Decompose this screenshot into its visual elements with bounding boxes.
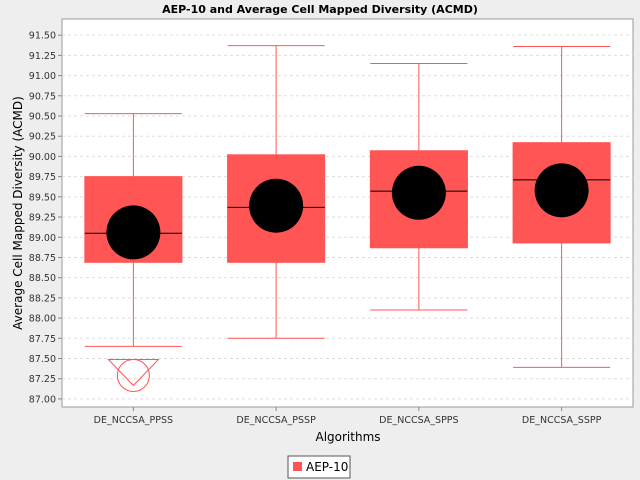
mean-marker (249, 178, 304, 233)
far-outlier-marker (107, 358, 160, 387)
box-series (84, 45, 611, 392)
x-tick-label: DE_NCCSA_SSPP (522, 415, 602, 426)
y-tick-label: 89.25 (29, 213, 56, 224)
y-tick-label: 90.25 (29, 132, 56, 143)
y-tick-label: 90.00 (29, 152, 56, 163)
mean-marker (106, 205, 161, 260)
chart-title: AEP-10 and Average Cell Mapped Diversity… (162, 3, 478, 16)
y-tick-label: 91.00 (29, 71, 56, 82)
y-tick-label: 87.25 (29, 374, 56, 385)
y-tick-label: 88.25 (29, 293, 56, 304)
x-tick-label: DE_NCCSA_SPPS (379, 415, 458, 426)
x-tick-label: DE_NCCSA_PPSS (94, 415, 173, 426)
y-tick-label: 87.75 (29, 334, 56, 345)
y-tick-label: 90.50 (29, 112, 56, 123)
x-axis-ticks: DE_NCCSA_PPSS DE_NCCSA_PSSP DE_NCCSA_SPPS D… (94, 407, 602, 426)
y-tick-label: 88.50 (29, 273, 56, 284)
box-de-nccsa-pssp (227, 45, 326, 339)
y-axis-label: Average Cell Mapped Diversity (ACMD) (11, 96, 25, 330)
y-tick-label: 89.00 (29, 233, 56, 244)
y-tick-label: 87.00 (29, 394, 56, 405)
box-de-nccsa-spps (369, 62, 468, 311)
y-tick-label: 87.50 (29, 354, 56, 365)
box-de-nccsa-sspp (512, 45, 611, 368)
y-axis-ticks: 87.00 87.25 87.50 87.75 88.00 88.25 88.50 88.75… (29, 31, 62, 405)
mean-marker (534, 163, 589, 218)
legend-swatch (293, 462, 302, 471)
x-tick-label: DE_NCCSA_PSSP (236, 415, 316, 426)
y-tick-label: 91.50 (29, 31, 56, 42)
y-tick-label: 90.75 (29, 91, 56, 102)
y-tick-label: 89.75 (29, 172, 56, 183)
legend: AEP-10 (287, 455, 351, 479)
box-de-nccsa-ppss (84, 113, 183, 392)
y-tick-label: 89.50 (29, 192, 56, 203)
legend-entry: AEP-10 (306, 460, 348, 474)
y-tick-label: 88.00 (29, 314, 56, 325)
mean-marker (391, 165, 446, 220)
y-tick-label: 88.75 (29, 253, 56, 264)
y-tick-label: 91.25 (29, 51, 56, 62)
x-axis-label: Algorithms (315, 430, 380, 444)
legend-box (287, 455, 351, 479)
